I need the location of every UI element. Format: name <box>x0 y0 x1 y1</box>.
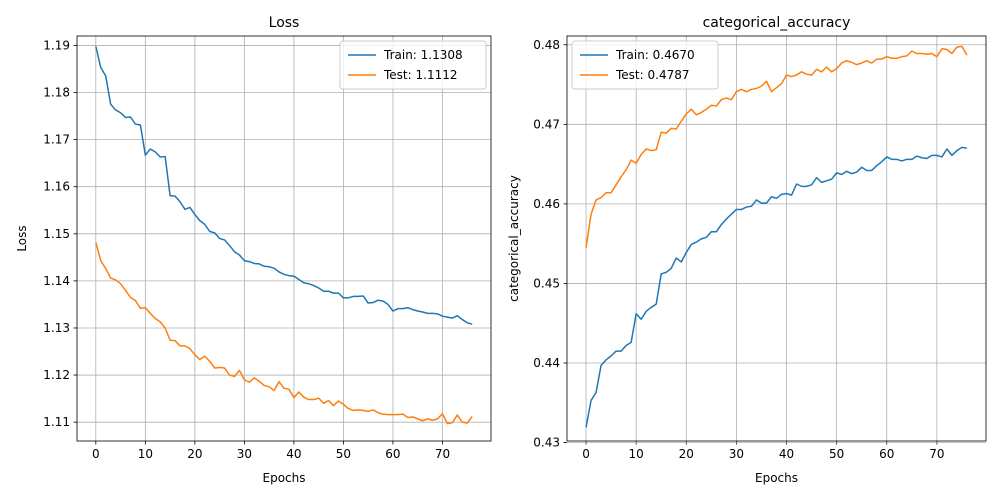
y-tick-label: 1.17 <box>43 133 70 147</box>
axes-frame <box>76 35 492 442</box>
y-tick-label: 1.14 <box>43 274 70 288</box>
series-line-train <box>95 46 473 325</box>
x-tick-label: 0 <box>92 447 100 461</box>
y-tick-label: 0.47 <box>533 117 560 131</box>
x-axis-label: Epochs <box>755 471 798 485</box>
y-tick-label: 0.46 <box>533 197 560 211</box>
x-tick-label: 40 <box>286 447 301 461</box>
legend-label-test: Test: 1.1112 <box>383 68 457 82</box>
legend-box <box>339 40 487 90</box>
chart-title: Loss <box>269 15 300 31</box>
y-tick-label: 1.18 <box>43 86 70 100</box>
y-tick-label: 1.12 <box>43 368 70 382</box>
y-tick-label: 0.44 <box>533 356 560 370</box>
legend: Train: 0.4670 Test: 0.4787 <box>571 40 719 90</box>
x-tick-label: 30 <box>237 447 252 461</box>
legend: Train: 1.1308 Test: 1.1112 <box>339 40 487 90</box>
x-tick-label: 70 <box>929 447 944 461</box>
chart-title: categorical_accuracy <box>703 15 851 31</box>
x-tick-label: 20 <box>679 447 694 461</box>
legend-box <box>571 40 719 90</box>
x-tick-label: 10 <box>629 447 644 461</box>
y-axis-label: categorical_accuracy <box>507 175 521 302</box>
y-tick-label: 1.11 <box>43 415 70 429</box>
x-tick-label: 50 <box>336 447 351 461</box>
x-tick-label: 0 <box>582 447 590 461</box>
y-tick-label: 1.19 <box>43 38 70 52</box>
legend-label-test: Test: 0.4787 <box>615 68 689 82</box>
y-tick-label: 0.43 <box>533 436 560 450</box>
x-tick-label: 60 <box>385 447 400 461</box>
x-tick-label: 40 <box>779 447 794 461</box>
y-tick-label: 0.45 <box>533 276 560 290</box>
series-line-train <box>585 146 968 428</box>
plot-area <box>77 36 491 441</box>
chart-panel-accuracy: 0 10 20 30 40 50 60 70 0.43 0.44 0.45 0.46 0.47 0.48 c… <box>507 15 987 485</box>
y-tick-label: 1.13 <box>43 321 70 335</box>
chart-panel-loss: 0 10 20 30 40 50 60 70 1.11 1.12 1.13 1.14 1.15 1.16 1… <box>15 15 492 485</box>
series-line-test <box>585 45 968 248</box>
x-tick-label: 50 <box>829 447 844 461</box>
x-tick-label: 10 <box>138 447 153 461</box>
legend-label-train: Train: 1.1308 <box>383 48 463 62</box>
x-tick-label: 20 <box>187 447 202 461</box>
y-tick-label: 1.16 <box>43 180 70 194</box>
y-tick-label: 1.15 <box>43 227 70 241</box>
axes-frame <box>566 35 987 442</box>
x-tick-label: 60 <box>879 447 894 461</box>
y-axis-label: Loss <box>15 225 29 251</box>
legend-label-train: Train: 0.4670 <box>615 48 695 62</box>
series-line-test <box>95 242 473 425</box>
x-tick-label: 30 <box>729 447 744 461</box>
x-axis-label: Epochs <box>263 471 306 485</box>
y-tick-label: 0.48 <box>533 38 560 52</box>
plot-area <box>567 36 986 441</box>
x-tick-label: 70 <box>435 447 450 461</box>
